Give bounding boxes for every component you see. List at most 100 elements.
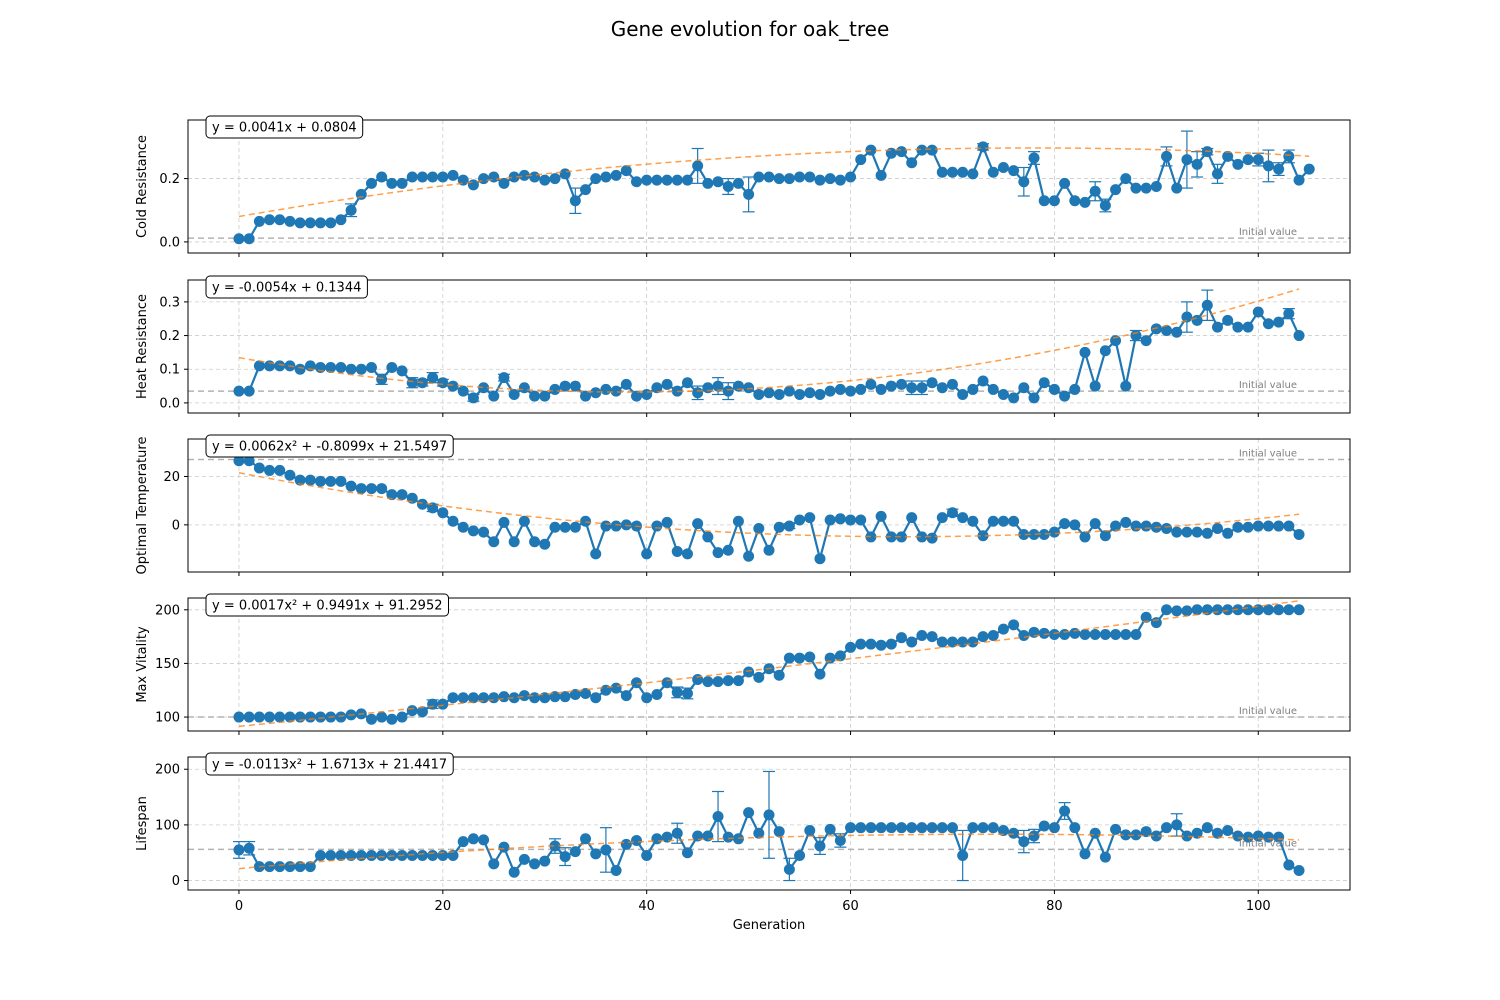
- data-point: [396, 711, 408, 723]
- data-point: [896, 378, 908, 390]
- data-point: [518, 690, 530, 702]
- data-point: [620, 165, 632, 177]
- data-point: [365, 849, 377, 861]
- plot-area: [188, 757, 1350, 890]
- data-point: [1273, 520, 1285, 532]
- data-point: [396, 365, 408, 377]
- equation-box-frame: [205, 593, 449, 617]
- data-point: [957, 166, 969, 178]
- data-point: [335, 214, 347, 226]
- data-point: [743, 188, 755, 200]
- data-point: [681, 377, 693, 389]
- trend-fit-line: [238, 471, 1300, 538]
- data-point: [977, 631, 989, 643]
- data-point: [1018, 529, 1030, 541]
- data-point: [743, 807, 755, 819]
- data-point: [1201, 299, 1213, 311]
- data-point: [671, 686, 683, 698]
- data-point: [284, 711, 296, 723]
- data-point: [753, 388, 765, 400]
- data-point: [946, 378, 958, 390]
- data-point: [1201, 604, 1213, 616]
- data-point: [1079, 628, 1091, 640]
- data-point: [916, 144, 928, 156]
- data-point: [253, 215, 265, 227]
- data-point: [865, 531, 877, 543]
- data-point: [1222, 150, 1234, 162]
- data-point: [406, 171, 418, 183]
- data-point: [233, 233, 245, 245]
- data-point: [355, 849, 367, 861]
- data-point: [335, 849, 347, 861]
- data-point: [529, 536, 541, 548]
- data-point: [376, 171, 388, 183]
- data-point: [315, 362, 327, 374]
- data-point: [427, 502, 439, 514]
- data-point: [1028, 830, 1040, 842]
- data-point: [294, 474, 306, 486]
- data-point: [916, 382, 928, 394]
- data-point: [1120, 628, 1132, 640]
- y-axis-label: Max Vitality: [135, 626, 150, 703]
- y-tick-label: 0: [172, 518, 180, 533]
- data-point: [386, 177, 398, 189]
- equation-text: y = -0.0113x² + 1.6713x + 21.4417: [212, 758, 447, 773]
- data-point: [753, 171, 765, 183]
- data-point: [783, 173, 795, 185]
- data-point: [284, 215, 296, 227]
- data-point: [406, 377, 418, 389]
- data-point: [702, 531, 714, 543]
- data-point: [355, 483, 367, 495]
- data-point: [722, 675, 734, 687]
- data-point: [508, 866, 520, 878]
- data-point: [304, 217, 316, 229]
- data-point: [620, 378, 632, 390]
- data-point: [1048, 526, 1060, 538]
- data-point: [498, 516, 510, 528]
- data-point: [967, 636, 979, 648]
- data-point: [1099, 345, 1111, 357]
- data-point: [1130, 182, 1142, 194]
- data-point: [753, 522, 765, 534]
- axes-frame: [187, 279, 1351, 414]
- data-point: [416, 498, 428, 510]
- data-point: [1222, 824, 1234, 836]
- data-point: [1059, 390, 1071, 402]
- data-point: [529, 692, 541, 704]
- y-axis-label: Optimal Temperature: [135, 437, 150, 575]
- data-point: [753, 671, 765, 683]
- equation-box: y = 0.0062x² + -0.8099x + 21.5497: [205, 434, 454, 458]
- data-point: [569, 380, 581, 392]
- data-point: [1120, 380, 1132, 392]
- data-point: [834, 834, 846, 846]
- data-point: [600, 844, 612, 856]
- data-point: [651, 833, 663, 845]
- plot-area: [188, 598, 1350, 731]
- data-point: [641, 388, 653, 400]
- data-point: [294, 363, 306, 375]
- data-point: [885, 380, 897, 392]
- data-point: [1099, 628, 1111, 640]
- data-point: [681, 847, 693, 859]
- data-point: [1262, 604, 1274, 616]
- data-point: [692, 160, 704, 172]
- data-point: [824, 385, 836, 397]
- data-point: [885, 822, 897, 834]
- data-point: [467, 833, 479, 845]
- data-point: [753, 827, 765, 839]
- data-point: [447, 169, 459, 181]
- data-point: [376, 711, 388, 723]
- data-point: [1273, 163, 1285, 175]
- data-point: [1048, 383, 1060, 395]
- data-point: [600, 383, 612, 395]
- data-point: [926, 532, 938, 544]
- data-point: [1059, 805, 1071, 817]
- data-point: [916, 822, 928, 834]
- data-point: [651, 174, 663, 186]
- data-point: [692, 387, 704, 399]
- data-point: [294, 217, 306, 229]
- data-point: [478, 173, 490, 185]
- data-point: [457, 692, 469, 704]
- data-point: [437, 171, 449, 183]
